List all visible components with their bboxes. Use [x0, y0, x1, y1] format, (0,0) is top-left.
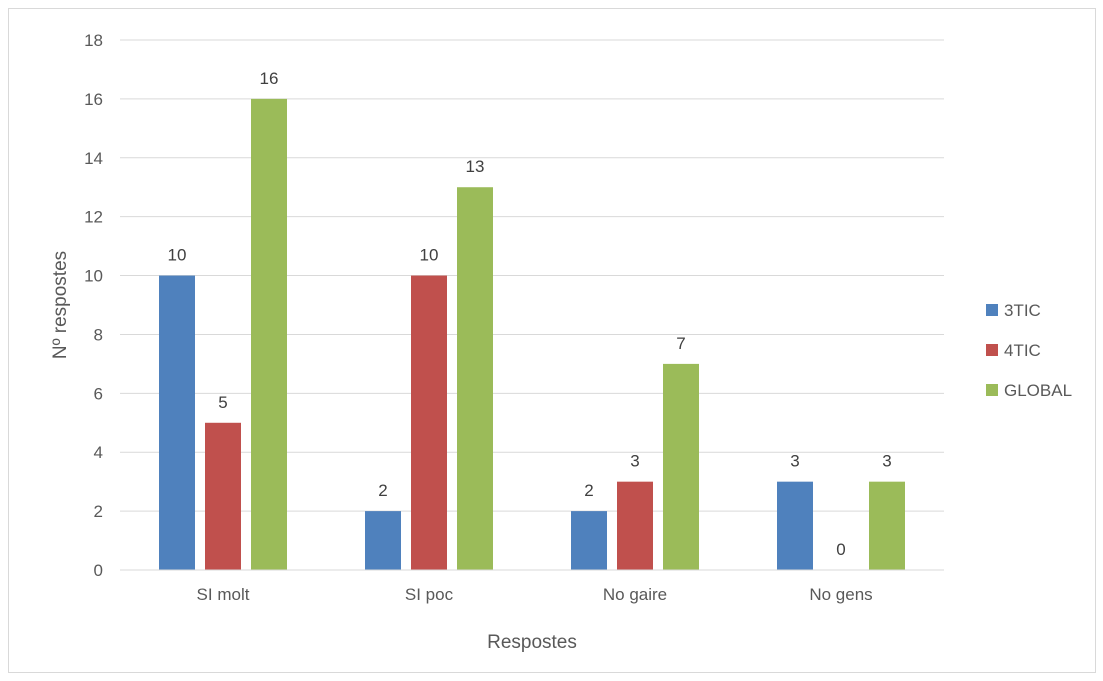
y-tick-label: 6: [94, 384, 103, 403]
x-tick-label: SI poc: [405, 585, 454, 604]
legend: 3TIC 4TIC GLOBAL: [986, 301, 1072, 400]
bar-global: [457, 187, 493, 570]
legend-label: 3TIC: [1004, 301, 1041, 320]
y-axis-title: Nº respostes: [50, 251, 71, 359]
data-label: 3: [630, 452, 639, 471]
data-label: 2: [584, 481, 593, 500]
data-label: 10: [168, 246, 187, 265]
data-label: 13: [466, 157, 485, 176]
bars: [159, 98, 905, 570]
x-axis-ticks: SI molt SI poc No gaire No gens: [197, 585, 873, 604]
x-axis-title: Respostes: [487, 632, 577, 653]
data-label: 7: [676, 334, 685, 353]
y-tick-label: 14: [84, 149, 103, 168]
data-labels: 10 5 16 2 10 13 2 3 7 3 0 3: [168, 69, 892, 559]
bar-3tic: [159, 275, 195, 570]
bar-global: [663, 363, 699, 570]
y-axis-ticks: 0 2 4 6 8 10 12 14 16 18: [84, 31, 103, 580]
data-label: 2: [378, 481, 387, 500]
legend-label: GLOBAL: [1004, 381, 1072, 400]
data-label: 10: [420, 246, 439, 265]
data-label: 3: [790, 452, 799, 471]
data-label: 5: [218, 393, 227, 412]
y-tick-label: 12: [84, 208, 103, 227]
y-tick-label: 4: [94, 443, 103, 462]
y-tick-label: 16: [84, 90, 103, 109]
x-tick-label: No gens: [809, 585, 872, 604]
bar-3tic: [777, 481, 813, 570]
bar-3tic: [571, 511, 607, 570]
gridlines: [120, 39, 944, 512]
legend-label: 4TIC: [1004, 341, 1041, 360]
bar-global: [251, 98, 287, 570]
data-label: 0: [836, 540, 845, 559]
x-tick-label: SI molt: [197, 585, 250, 604]
x-tick-label: No gaire: [603, 585, 667, 604]
bar-3tic: [365, 511, 401, 570]
legend-swatch-4tic: [986, 344, 998, 356]
bar-4tic: [205, 422, 241, 570]
y-tick-label: 0: [94, 561, 103, 580]
data-label: 16: [260, 69, 279, 88]
legend-swatch-global: [986, 384, 998, 396]
y-tick-label: 18: [84, 31, 103, 50]
bar-4tic: [411, 275, 447, 570]
bar-global: [869, 481, 905, 570]
data-label: 3: [882, 452, 891, 471]
y-tick-label: 10: [84, 267, 103, 286]
bar-4tic: [617, 481, 653, 570]
y-tick-label: 2: [94, 502, 103, 521]
y-tick-label: 8: [94, 325, 103, 344]
legend-swatch-3tic: [986, 304, 998, 316]
